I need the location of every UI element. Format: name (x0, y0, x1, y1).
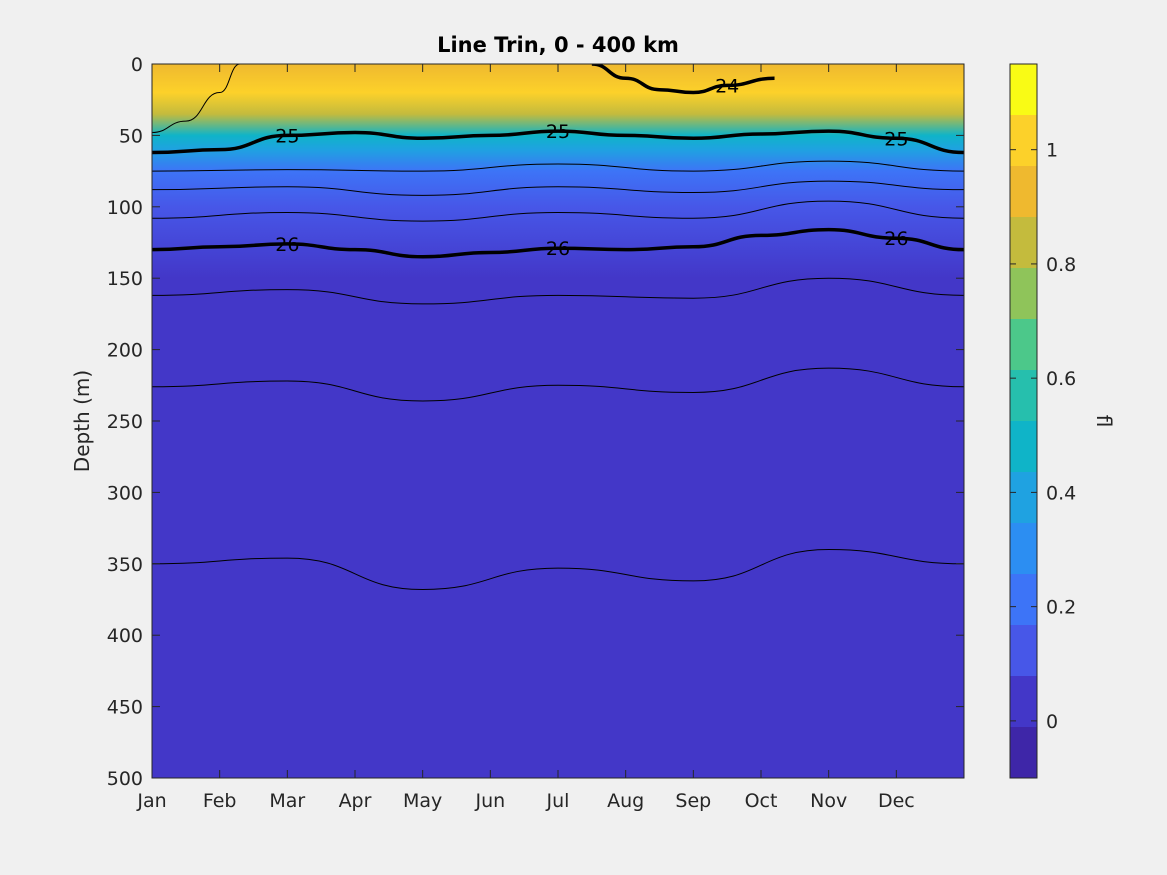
y-axis: 0 50 100 150 200 250 300 350 400 450 500 (107, 54, 964, 790)
contour-label: 26 (546, 238, 570, 260)
contour-label: 25 (275, 125, 299, 147)
y-tick-label: 350 (107, 554, 143, 576)
contour-bold-24 (591, 64, 775, 95)
y-axis-label: Depth (m) (70, 370, 94, 472)
contour-thin (152, 64, 241, 134)
fluorescence-field (152, 64, 964, 778)
contour-bold-25 (152, 129, 964, 155)
x-tick-label: Jan (136, 790, 166, 812)
x-tick-label: Oct (745, 790, 778, 812)
isopycnal-contours: 24 25 25 25 26 26 26 (152, 64, 964, 591)
y-tick-label: 50 (119, 125, 143, 147)
x-tick-label: Sep (675, 790, 711, 812)
x-tick-label: Dec (878, 790, 915, 812)
x-tick-label: May (403, 790, 442, 812)
y-tick-label: 400 (107, 625, 143, 647)
contour-thin (152, 549, 964, 591)
contour-thin (152, 180, 964, 196)
chart-title: Line Trin, 0 - 400 km (437, 33, 679, 57)
colorbar-tick-label: 0.8 (1046, 254, 1076, 276)
contour-thin (152, 367, 964, 402)
x-tick-label: Apr (339, 790, 372, 812)
y-tick-label: 200 (107, 340, 143, 362)
colorbar-tick-label: 1 (1046, 140, 1058, 162)
y-tick-label: 150 (107, 268, 143, 290)
x-axis: Jan Feb Mar Apr May Jun Jul Aug Sep Oct Nov Dec (136, 64, 915, 812)
y-tick-label: 500 (107, 768, 143, 790)
contour-thin (152, 160, 964, 172)
y-tick-label: 100 (107, 197, 143, 219)
contour-bold-26 (152, 227, 964, 259)
contour-label: 26 (275, 234, 299, 256)
y-tick-label: 250 (107, 411, 143, 433)
colorbar: 0 0.2 0.4 0.6 0.8 1 fl (1009, 63, 1116, 779)
contour-thin (152, 277, 964, 305)
y-tick-label: 0 (131, 54, 143, 76)
contour-thin (152, 200, 964, 222)
y-tick-label: 300 (107, 482, 143, 504)
colorbar-tick-label: 0.2 (1046, 597, 1076, 619)
x-tick-label: Jun (474, 790, 505, 812)
x-tick-label: Feb (203, 790, 237, 812)
contour-label: 24 (715, 75, 739, 97)
colorbar-tick-label: 0 (1046, 711, 1058, 733)
plot-area: 24 25 25 25 26 26 26 (152, 64, 964, 778)
colorbar-label: fl (1092, 415, 1116, 428)
contour-label: 25 (884, 128, 908, 150)
colorbar-tick-label: 0.4 (1046, 482, 1076, 504)
colorbar-scale (1009, 63, 1038, 779)
x-tick-label: Nov (810, 790, 847, 812)
colorbar-tick-label: 0.6 (1046, 368, 1076, 390)
colorbar-ticks: 0 0.2 0.4 0.6 0.8 1 (1010, 140, 1076, 733)
x-tick-label: Aug (607, 790, 644, 812)
y-tick-label: 450 (107, 697, 143, 719)
contour-label: 25 (546, 121, 570, 143)
x-tick-label: Jul (546, 790, 570, 812)
contour-label: 26 (884, 228, 908, 250)
x-tick-label: Mar (269, 790, 305, 812)
